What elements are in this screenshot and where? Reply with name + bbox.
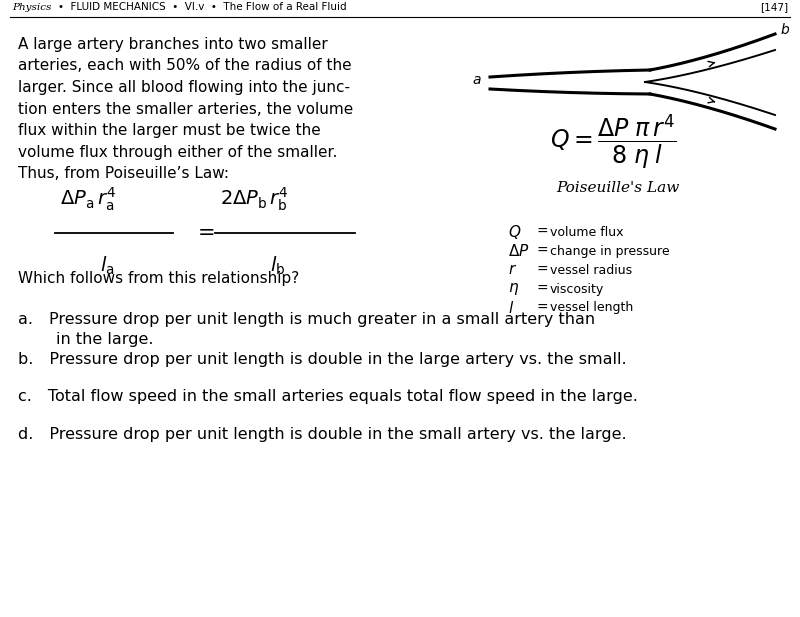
- Text: $\Delta P$: $\Delta P$: [508, 243, 530, 259]
- Text: Which follows from this relationship?: Which follows from this relationship?: [18, 271, 299, 286]
- Text: =: =: [536, 263, 548, 277]
- Text: $Q$: $Q$: [508, 223, 522, 241]
- Text: change in pressure: change in pressure: [550, 244, 670, 257]
- Text: $Q = \dfrac{\Delta P\;\pi\, r^4}{8\;\eta\; l}$: $Q = \dfrac{\Delta P\;\pi\, r^4}{8\;\eta…: [550, 113, 677, 172]
- Text: [147]: [147]: [760, 2, 788, 12]
- Text: $\Delta P_{\rm a}\,r_{\rm a}^{4}$: $\Delta P_{\rm a}\,r_{\rm a}^{4}$: [60, 186, 116, 213]
- Text: volume flux through either of the smaller.: volume flux through either of the smalle…: [18, 144, 338, 160]
- Text: arteries, each with 50% of the radius of the: arteries, each with 50% of the radius of…: [18, 59, 352, 73]
- Text: =: =: [536, 301, 548, 315]
- Text: a. Pressure drop per unit length is much greater in a small artery than: a. Pressure drop per unit length is much…: [18, 312, 595, 327]
- Text: A large artery branches into two smaller: A large artery branches into two smaller: [18, 37, 328, 52]
- Text: $2\Delta P_{\rm b}\,r_{\rm b}^{4}$: $2\Delta P_{\rm b}\,r_{\rm b}^{4}$: [220, 186, 289, 213]
- Text: d. Pressure drop per unit length is double in the small artery vs. the large.: d. Pressure drop per unit length is doub…: [18, 427, 626, 442]
- Text: tion enters the smaller arteries, the volume: tion enters the smaller arteries, the vo…: [18, 102, 354, 117]
- Text: Poiseuille's Law: Poiseuille's Law: [556, 181, 680, 195]
- Text: $r$: $r$: [508, 262, 517, 278]
- Text: $l_{\rm b}$: $l_{\rm b}$: [270, 255, 286, 277]
- Text: =: =: [536, 244, 548, 258]
- Text: flux within the larger must be twice the: flux within the larger must be twice the: [18, 123, 321, 138]
- Text: in the large.: in the large.: [56, 332, 154, 347]
- Text: •  FLUID MECHANICS  •  VI.v  •  The Flow of a Real Fluid: • FLUID MECHANICS • VI.v • The Flow of a…: [58, 2, 346, 12]
- Text: Physics: Physics: [12, 3, 51, 12]
- Text: $a$: $a$: [473, 73, 482, 87]
- Text: $l_{\rm a}$: $l_{\rm a}$: [100, 255, 114, 277]
- Text: $b$: $b$: [780, 22, 790, 38]
- Text: volume flux: volume flux: [550, 225, 623, 239]
- Text: vessel radius: vessel radius: [550, 263, 632, 276]
- Text: =: =: [536, 282, 548, 296]
- Text: viscosity: viscosity: [550, 283, 604, 296]
- Text: Thus, from Poiseuille’s Law:: Thus, from Poiseuille’s Law:: [18, 166, 229, 181]
- Text: $=$: $=$: [193, 221, 214, 241]
- Text: $l$: $l$: [508, 300, 514, 316]
- Text: =: =: [536, 225, 548, 239]
- Text: c. Total flow speed in the small arteries equals total flow speed in the large.: c. Total flow speed in the small arterie…: [18, 389, 638, 404]
- Text: vessel length: vessel length: [550, 302, 634, 315]
- Text: larger. Since all blood flowing into the junc-: larger. Since all blood flowing into the…: [18, 80, 350, 95]
- Text: b. Pressure drop per unit length is double in the large artery vs. the small.: b. Pressure drop per unit length is doub…: [18, 352, 626, 367]
- Text: $\eta$: $\eta$: [508, 281, 519, 297]
